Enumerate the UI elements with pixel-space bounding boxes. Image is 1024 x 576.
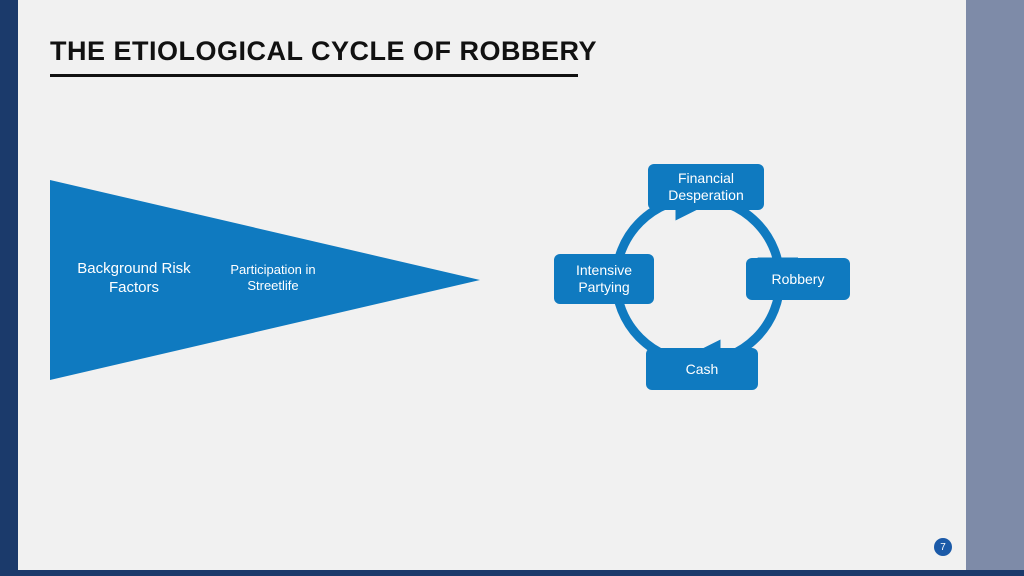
title-underline — [50, 74, 578, 77]
cycle-node-intensive-partying: Intensive Partying — [554, 254, 654, 304]
funnel-label-participation: Participation in Streetlife — [218, 262, 328, 295]
slide-title: THE ETIOLOGICAL CYCLE OF ROBBERY — [50, 36, 597, 67]
page-number-badge: 7 — [934, 538, 952, 556]
cycle-node-financial-desperation: Financial Desperation — [648, 164, 764, 210]
cycle-node-robbery: Robbery — [746, 258, 850, 300]
slide: THE ETIOLOGICAL CYCLE OF ROBBERY Backgro… — [0, 0, 1024, 576]
right-accent-band — [966, 0, 1024, 570]
cycle-diagram: Financial Desperation Robbery Cash Inten… — [548, 150, 848, 420]
cycle-node-cash: Cash — [646, 348, 758, 390]
funnel-label-background-risk: Background Risk Factors — [74, 260, 194, 298]
